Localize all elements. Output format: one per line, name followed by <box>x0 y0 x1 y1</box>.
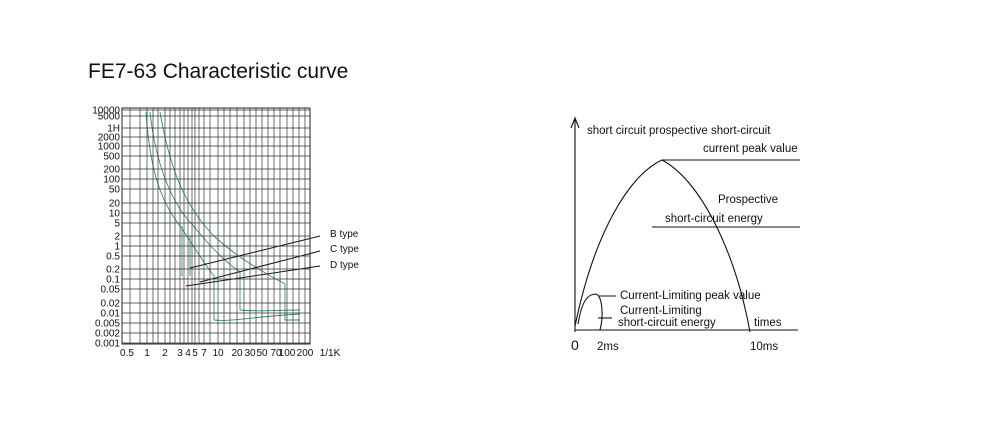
x-tick-label: 200 <box>297 348 314 359</box>
y-tick-label: 0.5 <box>106 252 120 263</box>
y-tick-label: 100 <box>103 175 120 186</box>
y-tick-label: 1H <box>107 124 120 135</box>
y-tick-label: 0.2 <box>106 265 120 276</box>
leader-b <box>189 235 321 269</box>
label: times <box>754 317 782 329</box>
x-tick-label: 100 <box>279 348 296 359</box>
x-tick-label: 7 <box>201 348 207 359</box>
label: 10ms <box>750 341 778 353</box>
label: 2ms <box>597 341 619 353</box>
y-tick-label: 2 <box>114 232 120 243</box>
y-tick-label: 50 <box>109 185 121 196</box>
origin-label: 0 <box>571 337 579 353</box>
y-tick-label: 20 <box>109 199 121 210</box>
y-tick-label: 5 <box>114 219 120 230</box>
y-tick-label: 5000 <box>98 112 121 123</box>
y-tick-label: 10 <box>109 209 121 220</box>
y-tick-label: 0.001 <box>95 339 120 350</box>
plot-frame <box>121 107 311 345</box>
label: short-circuit energy <box>665 213 763 225</box>
x-tick-label: 1 <box>144 348 150 359</box>
limiting-curve <box>577 293 603 331</box>
title: FE7-63 Characteristic curve <box>88 60 348 83</box>
label: short circuit prospective short-circuit <box>587 125 771 137</box>
y-tick-label: 0.01 <box>101 309 121 320</box>
x-tick-label: 1/1K <box>320 348 341 359</box>
y-tick-label: 0.1 <box>106 275 120 286</box>
characteristic-chart <box>121 107 321 345</box>
y-arrow <box>570 116 580 129</box>
curve-b <box>145 111 301 321</box>
energy-diagram <box>570 116 800 333</box>
curve-d <box>159 111 300 321</box>
x-tick-label: 50 <box>256 348 268 359</box>
x-tick-label: 5 <box>192 348 198 359</box>
y-tick-label: 0.005 <box>95 319 120 330</box>
x-tick-label: 70 <box>270 348 282 359</box>
curve-label: C type <box>330 244 359 255</box>
curve-c <box>149 111 301 312</box>
y-tick-label: 200 <box>103 165 120 176</box>
y-tick-label: 500 <box>103 152 120 163</box>
x-tick-label: 2 <box>162 348 168 359</box>
y-tick-label: 0.002 <box>95 329 120 340</box>
x-tick-label: 30 <box>244 348 256 359</box>
curve-label: B type <box>330 229 359 240</box>
x-tick-label: 3 <box>177 348 183 359</box>
label: Prospective <box>718 194 778 206</box>
y-tick-label: 10000 <box>92 106 120 117</box>
label: short-circuit energy <box>618 317 716 329</box>
x-tick-label: 10 <box>212 348 224 359</box>
x-tick-label: 20 <box>231 348 243 359</box>
curve-label: D type <box>330 260 359 271</box>
x-tick-label: 4 <box>185 348 191 359</box>
y-tick-label: 1 <box>114 242 120 253</box>
label: Current-Limiting peak value <box>620 290 761 302</box>
label: current peak value <box>703 143 798 155</box>
x-tick-label: 0.5 <box>120 348 134 359</box>
y-tick-label: 0.02 <box>101 299 121 310</box>
y-tick-label: 2000 <box>98 133 121 144</box>
y-tick-label: 1000 <box>98 142 121 153</box>
y-tick-label: 0.05 <box>101 285 121 296</box>
label: Current-Limiting <box>620 305 702 317</box>
